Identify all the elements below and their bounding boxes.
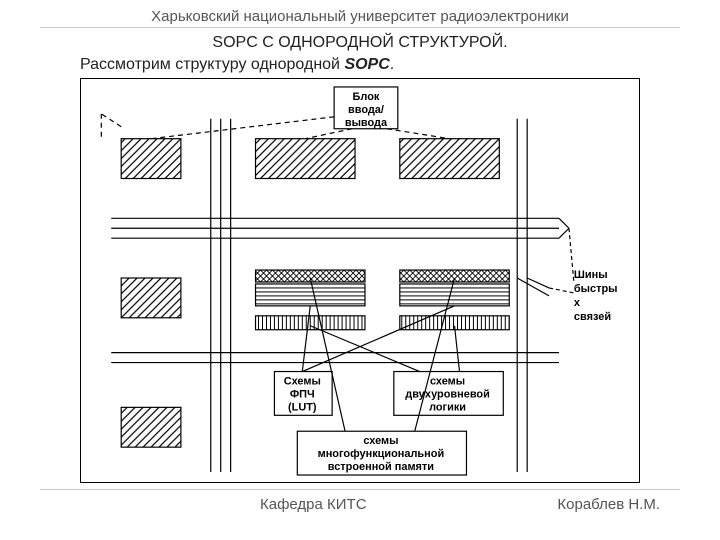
footer-author: Кораблев Н.М. bbox=[557, 496, 660, 513]
page-title: SOPC С ОДНОРОДНОЙ СТРУКТУРОЙ. bbox=[0, 34, 720, 52]
sopc-structure-diagram: Блокввода/вывода Шины быстры х связей СхемыФП… bbox=[80, 78, 640, 483]
footer: Кафедра КИТС Кораблев Н.М. bbox=[0, 490, 720, 513]
svg-text:ФПЧ: ФПЧ bbox=[290, 388, 315, 400]
svg-text:связей: связей bbox=[574, 311, 611, 323]
svg-text:схемы: схемы bbox=[430, 375, 465, 387]
svg-text:логики: логики bbox=[429, 401, 466, 413]
svg-text:двухуровневой: двухуровневой bbox=[405, 388, 490, 400]
page-subtitle: Рассмотрим структуру однородной SOPC. bbox=[80, 56, 720, 74]
header-university: Харьковский национальный университет рад… bbox=[40, 0, 680, 28]
subtitle-suffix: . bbox=[390, 56, 394, 73]
svg-text:х: х bbox=[574, 297, 580, 309]
svg-text:ввода/: ввода/ bbox=[348, 104, 384, 116]
svg-text:вывода: вывода bbox=[345, 117, 388, 129]
svg-text:схемы: схемы bbox=[363, 435, 398, 447]
subtitle-em: SOPC bbox=[344, 56, 389, 73]
svg-text:Блок: Блок bbox=[353, 91, 380, 103]
svg-text:быстры: быстры bbox=[574, 283, 618, 295]
svg-text:встроенной памяти: встроенной памяти bbox=[328, 461, 434, 473]
svg-text:Шины: Шины bbox=[574, 269, 608, 281]
subtitle-prefix: Рассмотрим структуру однородной bbox=[80, 56, 344, 73]
svg-text:Схемы: Схемы bbox=[284, 375, 321, 387]
footer-dept: Кафедра КИТС bbox=[260, 496, 367, 513]
svg-text:(LUT): (LUT) bbox=[288, 401, 317, 413]
svg-text:многофункциональной: многофункциональной bbox=[318, 448, 445, 460]
